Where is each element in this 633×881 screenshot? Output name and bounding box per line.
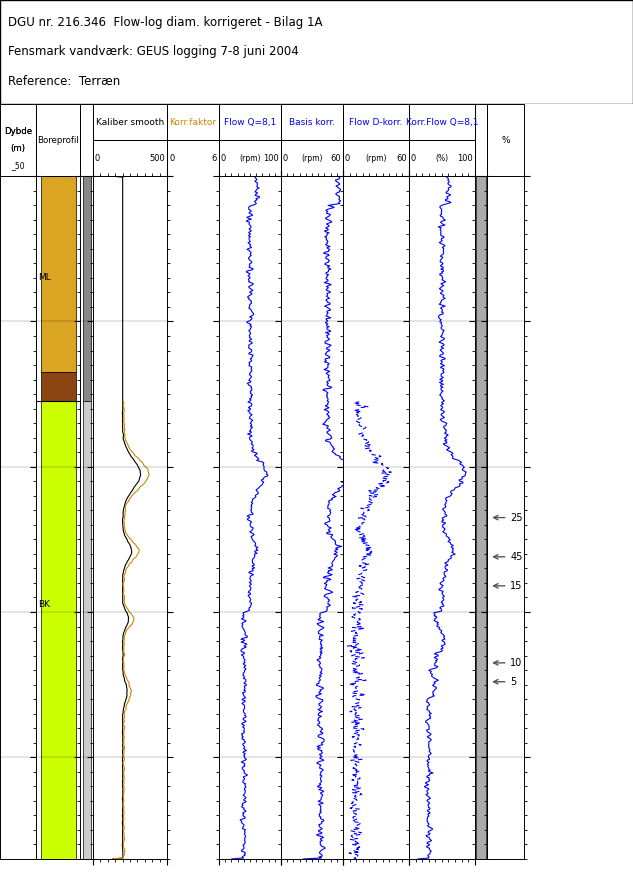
Bar xyxy=(343,104,409,140)
Bar xyxy=(83,176,91,402)
Text: DGU nr. 216.346  Flow-log diam. korrigeret - Bilag 1A: DGU nr. 216.346 Flow-log diam. korrigere… xyxy=(8,16,322,28)
Text: Dybde: Dybde xyxy=(4,127,32,136)
Text: Reference:  Terræn: Reference: Terræn xyxy=(8,75,120,88)
Bar xyxy=(93,140,167,176)
Text: 15: 15 xyxy=(510,581,523,591)
Bar xyxy=(167,140,219,176)
Bar xyxy=(41,373,76,402)
Bar xyxy=(409,140,475,176)
Text: Fensmark vandværk: GEUS logging 7-8 juni 2004: Fensmark vandværk: GEUS logging 7-8 juni… xyxy=(8,45,298,57)
Text: (%): (%) xyxy=(436,153,448,163)
Text: (m): (m) xyxy=(11,144,25,153)
Text: 60: 60 xyxy=(330,153,341,163)
Text: 0: 0 xyxy=(95,153,100,163)
Text: Korr.faktor: Korr.faktor xyxy=(170,117,216,127)
Bar xyxy=(80,104,93,176)
Text: 0: 0 xyxy=(169,153,174,163)
Text: 10: 10 xyxy=(510,658,522,668)
Bar xyxy=(343,140,409,176)
Text: 60: 60 xyxy=(396,153,407,163)
Text: %: % xyxy=(501,136,510,144)
Bar xyxy=(219,140,281,176)
Text: (m): (m) xyxy=(11,144,25,153)
Bar xyxy=(476,176,486,859)
Bar xyxy=(281,140,343,176)
Text: 0: 0 xyxy=(221,153,226,163)
Text: Flow Q=8,1: Flow Q=8,1 xyxy=(224,117,276,127)
Text: Dybde: Dybde xyxy=(4,127,32,136)
Text: (rpm): (rpm) xyxy=(239,153,261,163)
Bar xyxy=(93,104,167,140)
Bar xyxy=(167,104,219,140)
Text: Flow D-korr.: Flow D-korr. xyxy=(349,117,403,127)
Text: 100: 100 xyxy=(457,153,473,163)
Text: 100: 100 xyxy=(263,153,279,163)
Text: 45: 45 xyxy=(510,552,523,562)
Text: (rpm): (rpm) xyxy=(301,153,323,163)
Text: 0: 0 xyxy=(283,153,288,163)
Text: 6: 6 xyxy=(212,153,217,163)
Text: BK: BK xyxy=(39,600,50,610)
Text: (rpm): (rpm) xyxy=(365,153,387,163)
Bar xyxy=(475,104,487,176)
Text: _50: _50 xyxy=(11,161,25,170)
Bar xyxy=(0,104,36,176)
Text: 25: 25 xyxy=(510,513,523,522)
Bar xyxy=(41,176,76,373)
Bar xyxy=(36,104,80,176)
Text: Basis korr.: Basis korr. xyxy=(289,117,335,127)
Text: 500: 500 xyxy=(149,153,165,163)
Text: ML: ML xyxy=(39,273,51,283)
Bar xyxy=(409,104,475,140)
Text: 0: 0 xyxy=(345,153,350,163)
Bar xyxy=(83,402,91,859)
Bar xyxy=(219,104,281,140)
Text: Kaliber smooth: Kaliber smooth xyxy=(96,117,164,127)
Text: Korr.Flow Q=8,1: Korr.Flow Q=8,1 xyxy=(406,117,478,127)
Bar xyxy=(281,104,343,140)
Text: Boreprofil: Boreprofil xyxy=(37,136,79,144)
Bar xyxy=(487,104,524,176)
Bar xyxy=(41,402,76,859)
Text: 0: 0 xyxy=(411,153,416,163)
Text: 5: 5 xyxy=(510,677,517,687)
